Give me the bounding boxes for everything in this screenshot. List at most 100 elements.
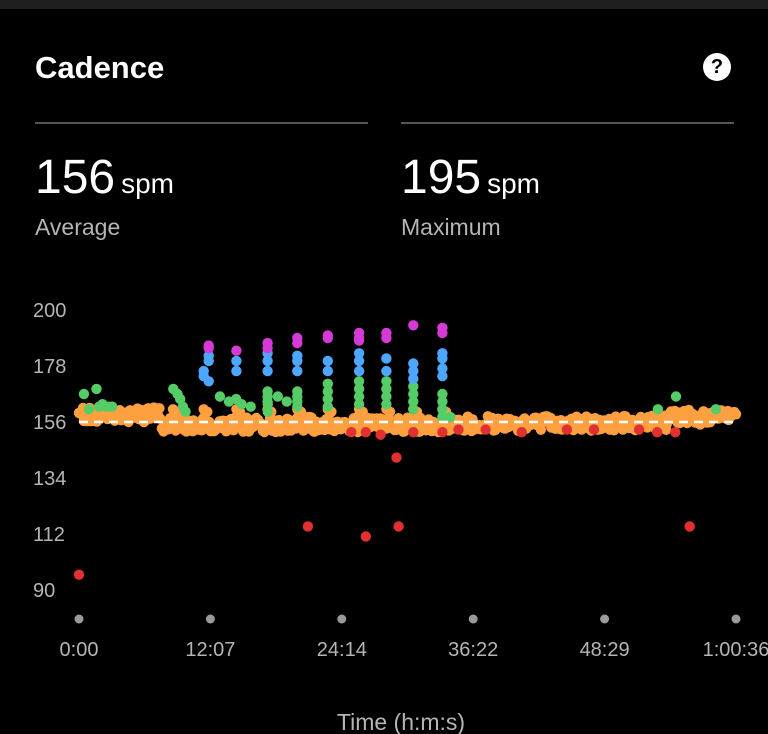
data-point-green bbox=[107, 401, 118, 412]
y-tick-label: 156 bbox=[33, 412, 66, 434]
maximum-label: Maximum bbox=[401, 214, 501, 240]
data-point-green bbox=[408, 396, 419, 407]
x-tick-dot bbox=[731, 614, 741, 624]
data-point-red bbox=[408, 427, 419, 438]
data-point-red bbox=[375, 429, 386, 440]
data-point-red bbox=[346, 427, 357, 438]
data-point-red bbox=[453, 424, 464, 435]
data-point-green bbox=[292, 401, 303, 412]
divider-right bbox=[401, 122, 734, 124]
data-point-red bbox=[652, 427, 663, 438]
data-point-blue bbox=[437, 363, 448, 374]
data-point-green bbox=[78, 388, 90, 400]
data-point-blue bbox=[262, 355, 273, 367]
data-point-purple bbox=[322, 332, 333, 344]
x-tick-dot bbox=[205, 614, 215, 624]
data-point-purple bbox=[408, 320, 419, 331]
data-point-purple bbox=[381, 332, 392, 344]
maximum-value: 195 spm bbox=[401, 150, 540, 205]
data-point-blue bbox=[353, 348, 365, 359]
data-point-blue bbox=[408, 358, 419, 369]
data-point-green bbox=[91, 383, 102, 395]
data-point-blue bbox=[437, 353, 448, 364]
data-point-blue bbox=[408, 365, 419, 377]
x-tick-dot bbox=[468, 614, 478, 624]
x-tick-label: 0:00 bbox=[60, 639, 99, 661]
data-point-blue bbox=[292, 355, 303, 367]
data-point-red bbox=[670, 427, 681, 438]
data-point-green bbox=[281, 396, 292, 407]
y-tick-label: 178 bbox=[33, 356, 66, 378]
x-tick-label: 1:00:36 bbox=[703, 639, 768, 661]
data-point-blue bbox=[353, 365, 365, 377]
x-tick-dot bbox=[337, 614, 347, 624]
data-point-blue bbox=[322, 355, 333, 367]
data-point-green bbox=[652, 404, 664, 415]
y-tick-label: 112 bbox=[33, 524, 65, 546]
maximum-number: 195 bbox=[401, 151, 482, 204]
data-point-green bbox=[180, 406, 191, 417]
data-point-green bbox=[83, 404, 95, 415]
data-point-blue bbox=[408, 373, 419, 384]
data-point-orange bbox=[730, 409, 742, 420]
data-point-green bbox=[322, 393, 333, 405]
data-point-red bbox=[561, 424, 573, 435]
data-point-red bbox=[73, 569, 85, 580]
data-point-blue bbox=[381, 353, 392, 364]
data-point-green bbox=[236, 399, 247, 410]
data-point-green bbox=[262, 396, 273, 407]
data-point-green bbox=[408, 381, 419, 392]
data-point-orange bbox=[202, 406, 213, 417]
card-title: Cadence bbox=[35, 50, 165, 85]
data-point-purple bbox=[262, 343, 273, 354]
x-tick-label: 24:14 bbox=[317, 639, 367, 661]
data-point-red bbox=[633, 424, 645, 435]
data-point-purple bbox=[437, 327, 448, 339]
average-value: 156 spm bbox=[35, 150, 174, 205]
data-point-blue bbox=[262, 365, 273, 377]
data-point-green bbox=[214, 391, 226, 402]
data-point-blue bbox=[353, 355, 365, 367]
average-unit: spm bbox=[121, 168, 174, 199]
x-tick-label: 12:07 bbox=[185, 639, 235, 661]
data-point-green bbox=[408, 388, 419, 400]
data-point-blue bbox=[292, 365, 303, 377]
maximum-unit: spm bbox=[487, 168, 540, 199]
data-point-green bbox=[322, 378, 333, 389]
y-tick-label: 90 bbox=[33, 580, 55, 602]
data-point-purple bbox=[353, 335, 365, 346]
data-point-red bbox=[516, 427, 527, 438]
data-point-red bbox=[480, 424, 491, 435]
status-bar bbox=[0, 0, 768, 9]
data-point-red bbox=[684, 521, 695, 532]
question-circle-icon[interactable]: ? bbox=[703, 53, 731, 81]
data-point-green bbox=[437, 411, 448, 423]
data-point-green bbox=[353, 376, 365, 387]
data-point-green bbox=[322, 386, 333, 397]
x-tick-dot bbox=[74, 614, 84, 624]
x-tick-label: 48:29 bbox=[580, 639, 630, 661]
data-point-green bbox=[272, 391, 283, 402]
data-point-green bbox=[353, 391, 365, 402]
data-point-green bbox=[381, 399, 392, 410]
data-point-red bbox=[393, 521, 404, 532]
data-point-blue bbox=[381, 365, 392, 377]
data-point-green bbox=[381, 376, 392, 387]
data-point-blue bbox=[231, 365, 242, 377]
data-point-red bbox=[391, 452, 402, 463]
x-tick-dot bbox=[600, 614, 610, 624]
data-point-orange bbox=[535, 424, 547, 435]
data-point-green bbox=[670, 391, 682, 402]
data-point-blue bbox=[203, 376, 214, 387]
data-point-red bbox=[437, 427, 448, 438]
average-number: 156 bbox=[35, 151, 116, 204]
data-point-green bbox=[262, 406, 273, 417]
data-point-green bbox=[437, 396, 448, 407]
data-point-green bbox=[437, 404, 448, 415]
data-point-green bbox=[381, 391, 392, 402]
data-point-green bbox=[445, 411, 456, 423]
data-point-green bbox=[437, 388, 448, 400]
data-point-green bbox=[408, 404, 419, 415]
data-point-orange bbox=[154, 403, 165, 414]
